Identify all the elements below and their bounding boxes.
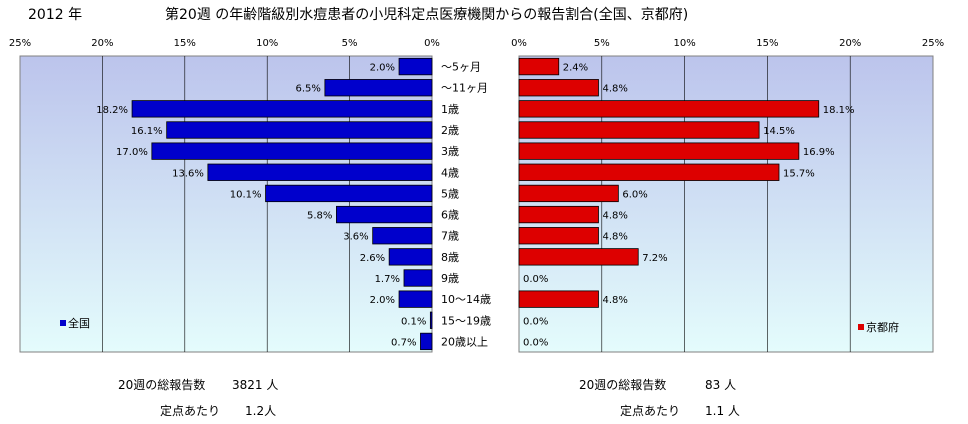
national-value-label: 0.1% bbox=[401, 316, 426, 327]
national-value-label: 5.8% bbox=[307, 211, 332, 222]
kyoto-value-label: 0.0% bbox=[523, 337, 548, 348]
national-bar bbox=[429, 311, 433, 329]
kyoto-bar bbox=[518, 184, 619, 203]
national-value-label: 3.6% bbox=[343, 232, 368, 243]
kyoto-value-label: 6.0% bbox=[622, 189, 647, 200]
kyoto-bar bbox=[518, 227, 599, 245]
category-label: 20歳以上 bbox=[441, 335, 488, 348]
national-value-label: 2.6% bbox=[360, 253, 385, 264]
left-tick-label: 5% bbox=[342, 38, 358, 49]
right-tick-label: 20% bbox=[839, 38, 861, 49]
category-label: 15～19歳 bbox=[441, 314, 491, 327]
national-bar bbox=[336, 205, 433, 224]
kyoto-value-label: 14.5% bbox=[763, 126, 795, 137]
national-value-label: 17.0% bbox=[116, 147, 148, 158]
category-label: ～5ヶ月 bbox=[441, 61, 481, 74]
category-label: 6歳 bbox=[441, 209, 459, 222]
kyoto-total-value: 83 人 bbox=[705, 378, 737, 392]
kyoto-bar bbox=[518, 205, 599, 224]
national-bar bbox=[151, 142, 433, 160]
kyoto-bar bbox=[518, 121, 760, 139]
national-value-label: 6.5% bbox=[295, 84, 320, 95]
category-label: ～11ヶ月 bbox=[441, 82, 488, 95]
kyoto-value-label: 18.1% bbox=[823, 105, 855, 116]
national-value-label: 0.7% bbox=[391, 337, 416, 348]
legend-kyoto: 京都府 bbox=[858, 320, 899, 334]
kyoto-per-value: 1.1 人 bbox=[705, 404, 740, 418]
national-bar bbox=[403, 269, 433, 287]
kyoto-per-label: 定点あたり bbox=[620, 404, 681, 418]
left-tick-label: 0% bbox=[424, 38, 440, 49]
kyoto-value-label: 7.2% bbox=[642, 253, 667, 264]
national-bar bbox=[420, 332, 433, 351]
right-tick-label: 5% bbox=[594, 38, 610, 49]
national-bar bbox=[398, 290, 433, 308]
kyoto-value-label: 2.4% bbox=[563, 63, 588, 74]
kyoto-bar bbox=[518, 142, 800, 160]
national-value-label: 13.6% bbox=[172, 168, 204, 179]
legend-national-swatch bbox=[60, 320, 66, 326]
national-total-label: 20週の総報告数 bbox=[118, 378, 206, 392]
right-tick-label: 25% bbox=[922, 38, 944, 49]
national-bar bbox=[372, 227, 433, 245]
category-label: 3歳 bbox=[441, 145, 459, 158]
left-tick-label: 15% bbox=[174, 38, 196, 49]
legend-national-label: 全国 bbox=[68, 316, 90, 330]
national-bar bbox=[324, 79, 433, 97]
legend-kyoto-label: 京都府 bbox=[866, 320, 899, 334]
right-tick-label: 10% bbox=[673, 38, 695, 49]
national-per-value: 1.2人 bbox=[245, 404, 277, 418]
national-value-label: 18.2% bbox=[96, 105, 128, 116]
national-bar bbox=[388, 248, 433, 266]
kyoto-value-label: 4.8% bbox=[602, 295, 627, 306]
kyoto-total-label: 20週の総報告数 bbox=[579, 378, 667, 392]
left-tick-label: 20% bbox=[91, 38, 113, 49]
year-label: 2012 年 bbox=[28, 7, 82, 23]
national-bar bbox=[207, 163, 433, 181]
kyoto-value-label: 15.7% bbox=[783, 168, 815, 179]
category-label: 1歳 bbox=[441, 103, 459, 116]
kyoto-bar bbox=[518, 163, 780, 181]
national-value-label: 16.1% bbox=[131, 126, 163, 137]
legend-kyoto-swatch bbox=[858, 324, 864, 330]
kyoto-value-label: 0.0% bbox=[523, 274, 548, 285]
kyoto-bar bbox=[518, 100, 820, 118]
category-label: 9歳 bbox=[441, 272, 459, 285]
category-label: 10～14歳 bbox=[441, 293, 491, 306]
kyoto-value-label: 16.9% bbox=[803, 147, 835, 158]
kyoto-bar bbox=[518, 79, 599, 97]
chart-title: 第20週 の年齢階級別水痘患者の小児科定点医療機関からの報告割合(全国、京都府) bbox=[165, 6, 688, 23]
kyoto-value-label: 4.8% bbox=[602, 232, 627, 243]
national-total-value: 3821 人 bbox=[232, 378, 279, 392]
kyoto-bar bbox=[518, 248, 639, 266]
category-label: 2歳 bbox=[441, 124, 459, 137]
national-bar bbox=[131, 100, 433, 118]
national-value-label: 2.0% bbox=[370, 295, 395, 306]
left-tick-label: 25% bbox=[9, 38, 31, 49]
kyoto-value-label: 4.8% bbox=[602, 84, 627, 95]
national-value-label: 2.0% bbox=[370, 63, 395, 74]
category-label: 5歳 bbox=[441, 187, 459, 200]
category-label: 4歳 bbox=[441, 166, 459, 179]
kyoto-value-label: 0.0% bbox=[523, 316, 548, 327]
national-per-label: 定点あたり bbox=[160, 404, 221, 418]
kyoto-bar bbox=[518, 57, 560, 76]
national-bar bbox=[166, 121, 433, 139]
kyoto-value-label: 4.8% bbox=[602, 211, 627, 222]
national-value-label: 10.1% bbox=[230, 189, 262, 200]
category-label: 7歳 bbox=[441, 230, 459, 243]
left-tick-label: 10% bbox=[256, 38, 278, 49]
right-tick-label: 15% bbox=[756, 38, 778, 49]
national-bar bbox=[265, 184, 433, 203]
right-tick-label: 0% bbox=[511, 38, 527, 49]
national-bar bbox=[398, 57, 433, 76]
legend-national: 全国 bbox=[60, 316, 90, 330]
category-label: 8歳 bbox=[441, 251, 459, 264]
kyoto-bar bbox=[518, 290, 599, 308]
national-value-label: 1.7% bbox=[375, 274, 400, 285]
